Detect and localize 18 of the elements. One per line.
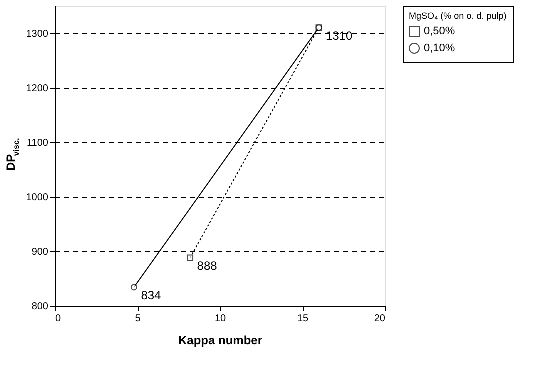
legend-label: 0,10% [424, 42, 456, 54]
data-label: 888 [197, 259, 218, 273]
y-tick-label: 800 [32, 302, 49, 312]
y-tick-label: 1000 [26, 192, 49, 204]
x-tick-label: 15 [297, 314, 309, 324]
legend-title: MgSO₄ (% on o. d. pulp) [409, 11, 507, 21]
y-tick-label: 1100 [26, 138, 49, 149]
y-tick-label: 900 [32, 246, 49, 258]
data-label: 834 [141, 288, 162, 302]
legend-label: 0,50% [424, 26, 456, 38]
x-tick-label: 5 [135, 314, 142, 324]
y-axis-title: DPvisc. [4, 138, 21, 171]
y-tick-label: 1300 [26, 28, 49, 40]
x-axis-title: Kappa number [178, 334, 263, 348]
x-tick-label: 0 [56, 314, 62, 324]
x-tick-label: 20 [374, 314, 386, 324]
y-tick-label: 1200 [26, 83, 49, 94]
x-tick-label: 10 [214, 314, 226, 324]
